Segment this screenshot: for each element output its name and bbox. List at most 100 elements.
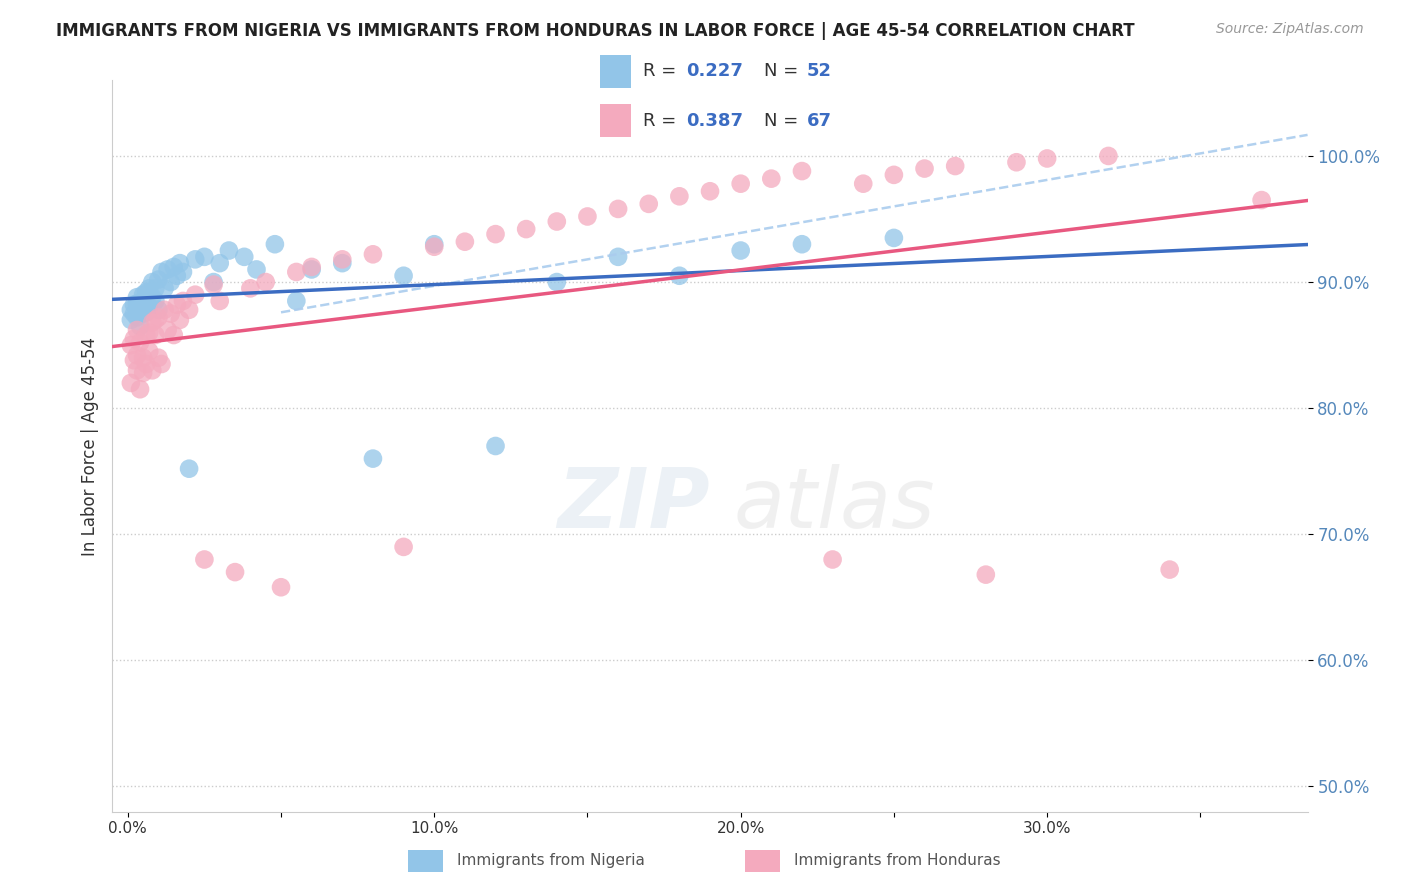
Point <box>125 296 148 310</box>
Point <box>129 382 152 396</box>
Text: Source: ZipAtlas.com: Source: ZipAtlas.com <box>1216 22 1364 37</box>
Point <box>141 275 163 289</box>
Point <box>668 189 690 203</box>
Point <box>166 268 188 283</box>
Point <box>120 302 142 317</box>
Point <box>120 376 142 390</box>
Point <box>852 177 875 191</box>
Point <box>423 237 446 252</box>
Point <box>330 256 353 270</box>
Point <box>122 298 145 312</box>
Point <box>129 335 152 350</box>
Bar <box>600 55 631 87</box>
Point <box>132 366 155 380</box>
Point <box>239 281 262 295</box>
Bar <box>600 104 631 137</box>
Point <box>301 262 323 277</box>
Y-axis label: In Labor Force | Age 45-54: In Labor Force | Age 45-54 <box>80 336 98 556</box>
Point <box>120 338 142 352</box>
Point <box>169 256 191 270</box>
Point <box>145 313 167 327</box>
Text: 0.227: 0.227 <box>686 62 744 80</box>
Point <box>145 293 167 308</box>
Point <box>148 272 170 286</box>
Text: N =: N = <box>763 62 804 80</box>
Point <box>607 250 630 264</box>
Point <box>790 237 813 252</box>
Point <box>132 351 155 365</box>
Point <box>148 351 170 365</box>
Point <box>138 300 160 314</box>
Point <box>637 197 659 211</box>
Point <box>132 307 155 321</box>
Point <box>150 357 173 371</box>
Point <box>125 323 148 337</box>
Point <box>454 235 477 249</box>
Point <box>145 281 167 295</box>
Point <box>135 328 157 343</box>
Point <box>218 244 240 258</box>
Point <box>122 332 145 346</box>
Point <box>208 293 231 308</box>
Point <box>730 244 752 258</box>
Point <box>361 451 384 466</box>
Point <box>1005 155 1028 169</box>
Point <box>166 298 188 312</box>
Point <box>423 240 446 254</box>
Point <box>153 281 176 295</box>
Point <box>135 305 157 319</box>
Point <box>914 161 936 176</box>
Point <box>177 302 200 317</box>
Point <box>177 461 200 475</box>
Point <box>1036 152 1059 166</box>
Point <box>150 265 173 279</box>
Point <box>301 260 323 274</box>
Point <box>172 265 194 279</box>
Text: 52: 52 <box>807 62 832 80</box>
Point <box>790 164 813 178</box>
Point <box>254 275 277 289</box>
Point <box>125 363 148 377</box>
Point <box>122 307 145 321</box>
Point <box>132 293 155 308</box>
Point <box>484 439 506 453</box>
Point <box>129 319 152 334</box>
Point <box>546 214 568 228</box>
Point <box>264 237 287 252</box>
Bar <box>408 849 443 872</box>
Point <box>1097 149 1119 163</box>
Point <box>153 302 176 317</box>
Point <box>699 184 721 198</box>
Point <box>193 250 215 264</box>
Point <box>132 287 155 301</box>
Point <box>883 231 905 245</box>
Point <box>184 287 207 301</box>
Point <box>159 307 181 321</box>
Bar <box>745 849 780 872</box>
Point <box>125 290 148 304</box>
Point <box>361 247 384 261</box>
Point <box>159 275 181 289</box>
Point <box>576 210 599 224</box>
Point <box>392 540 415 554</box>
Point <box>208 256 231 270</box>
Point <box>138 326 160 340</box>
Point <box>285 265 308 279</box>
Point <box>148 310 170 325</box>
Point <box>125 310 148 325</box>
Point <box>156 262 179 277</box>
Point <box>129 300 152 314</box>
Point <box>1250 193 1272 207</box>
Point <box>285 293 308 308</box>
Point <box>138 344 160 359</box>
Point <box>193 552 215 566</box>
Point <box>202 277 225 292</box>
Point <box>515 222 537 236</box>
Point <box>943 159 966 173</box>
Point <box>138 281 160 295</box>
Point <box>883 168 905 182</box>
Text: 67: 67 <box>807 112 832 129</box>
Point <box>122 353 145 368</box>
Point <box>668 268 690 283</box>
Text: atlas: atlas <box>734 464 935 545</box>
